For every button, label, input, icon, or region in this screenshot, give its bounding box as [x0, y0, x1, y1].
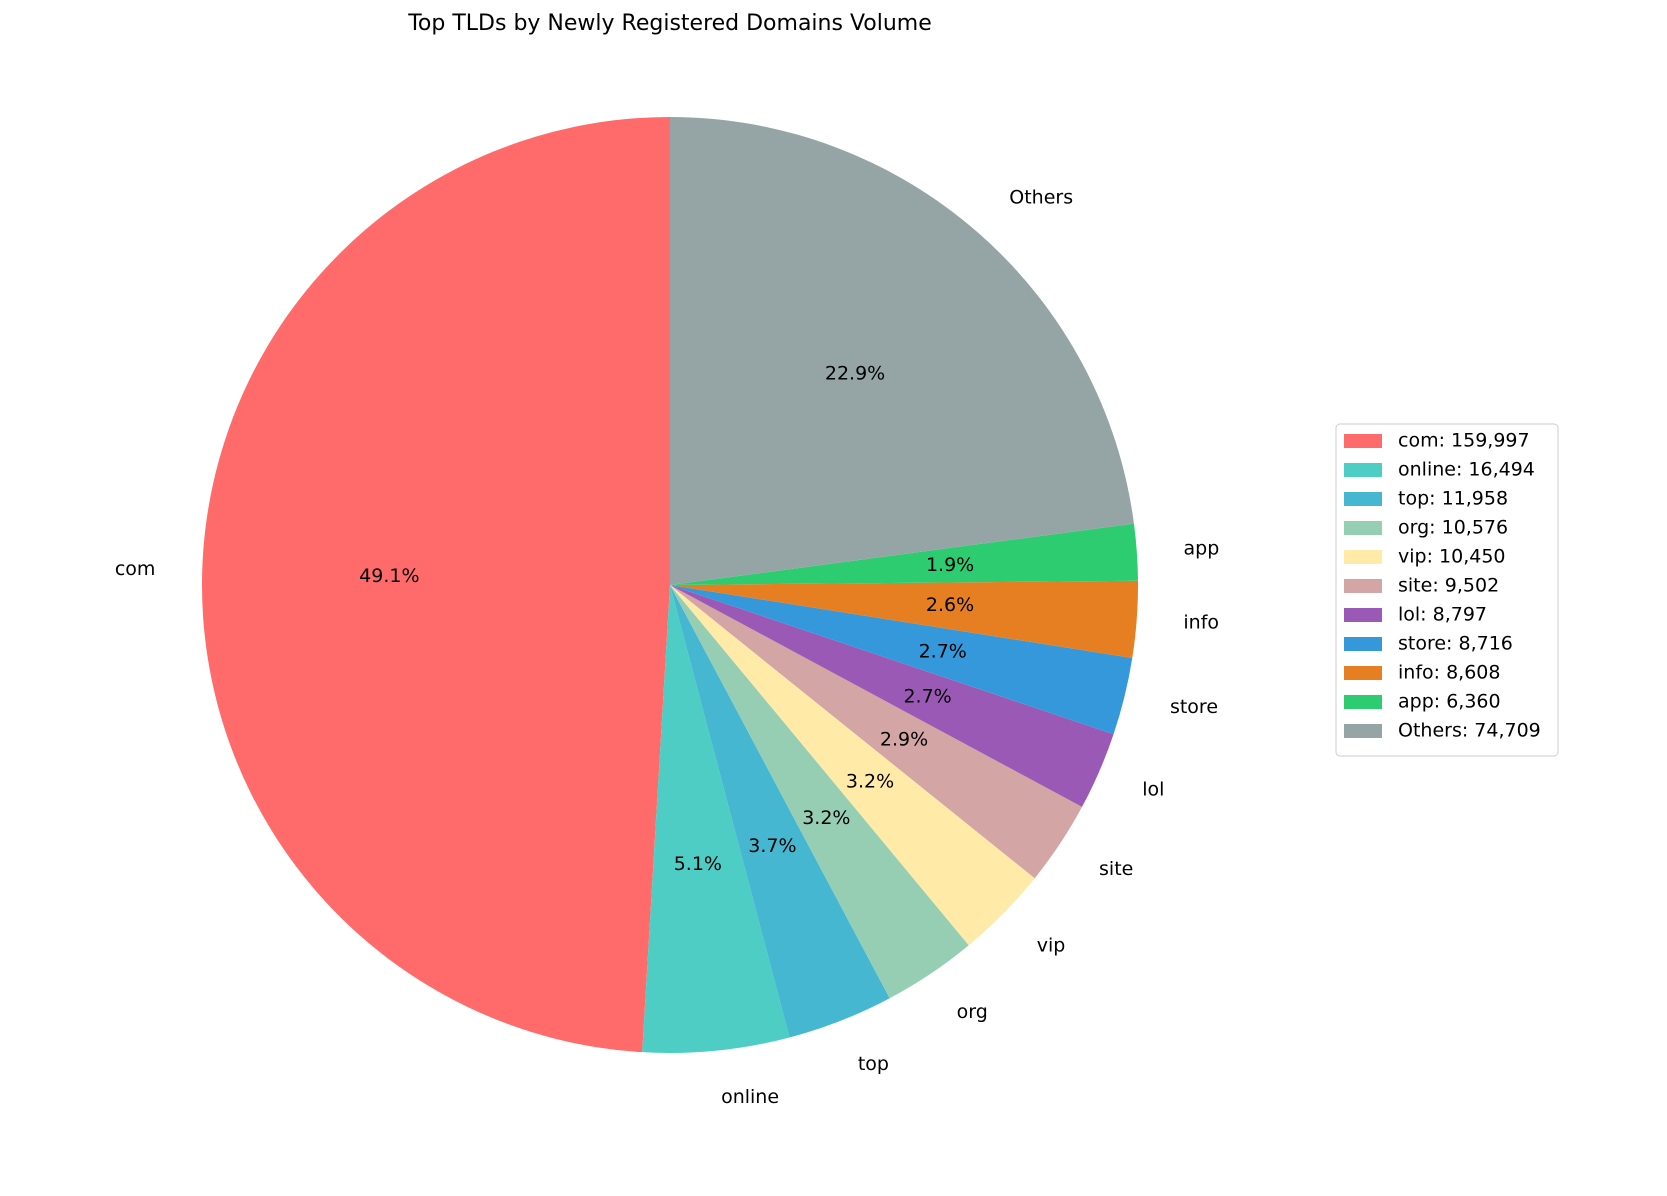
pie-slice — [670, 585, 1035, 946]
percent-label: 3.2% — [846, 771, 894, 793]
slice-label: store — [1170, 696, 1218, 718]
legend-label: org: 10,576 — [1398, 517, 1508, 539]
pie-slice — [670, 117, 1134, 585]
legend-swatch — [1344, 463, 1382, 477]
legend-label: store: 8,716 — [1398, 633, 1513, 655]
percent-label: 22.9% — [825, 362, 885, 384]
legend-label: info: 8,608 — [1398, 662, 1500, 684]
legend: com: 159,997 online: 16,494 top: 11,958 org… — [1335, 423, 1559, 757]
legend-label: app: 6,360 — [1398, 691, 1501, 713]
slice-label: info — [1183, 611, 1219, 633]
percent-label: 2.7% — [903, 685, 951, 707]
pie-slice — [642, 585, 790, 1053]
slice-label: vip — [1037, 935, 1066, 957]
pie-slice — [670, 585, 1133, 735]
pie-slice — [670, 580, 1138, 659]
pie-slice — [670, 585, 1083, 879]
pie-slice — [670, 585, 890, 1038]
slice-label: Others — [1009, 186, 1073, 208]
pie-slice — [670, 523, 1138, 585]
percent-label: 1.9% — [926, 554, 974, 576]
legend-swatch — [1344, 521, 1382, 535]
legend-label: vip: 10,450 — [1398, 546, 1506, 568]
slice-label: top — [858, 1053, 889, 1075]
slice-label: app — [1184, 537, 1220, 559]
legend-label: top: 11,958 — [1398, 488, 1508, 510]
legend-swatch — [1344, 434, 1382, 448]
legend-swatch — [1344, 492, 1382, 506]
legend-swatch — [1344, 637, 1382, 651]
percent-label: 3.7% — [748, 835, 796, 857]
percent-label: 2.6% — [926, 594, 974, 616]
legend-label: lol: 8,797 — [1398, 604, 1487, 626]
chart-title: Top TLDs by Newly Registered Domains Vol… — [407, 11, 932, 36]
legend-frame — [1335, 423, 1559, 757]
percent-label: 2.7% — [919, 640, 967, 662]
pie-slice — [670, 585, 969, 999]
legend-swatch — [1344, 666, 1382, 680]
legend-swatch — [1344, 550, 1382, 564]
slice-label: lol — [1142, 778, 1164, 800]
pie-slice — [670, 585, 1114, 807]
legend-swatch — [1344, 579, 1382, 593]
legend-label: online: 16,494 — [1398, 459, 1535, 481]
percent-label: 2.9% — [880, 729, 928, 751]
percent-label: 5.1% — [674, 853, 722, 875]
legend-swatch — [1344, 695, 1382, 709]
legend-label: Others: 74,709 — [1398, 720, 1541, 742]
percent-label: 3.2% — [802, 807, 850, 829]
slice-label: com — [115, 558, 156, 580]
legend-swatch — [1344, 724, 1382, 738]
pie-slice — [202, 117, 670, 1053]
percent-label: 49.1% — [359, 565, 419, 587]
legend-swatch — [1344, 608, 1382, 622]
legend-label: site: 9,502 — [1398, 575, 1499, 597]
slice-label: online — [721, 1086, 779, 1108]
slice-label: org — [957, 1001, 988, 1023]
legend-label: com: 159,997 — [1398, 430, 1530, 452]
slice-label: site — [1099, 858, 1133, 880]
